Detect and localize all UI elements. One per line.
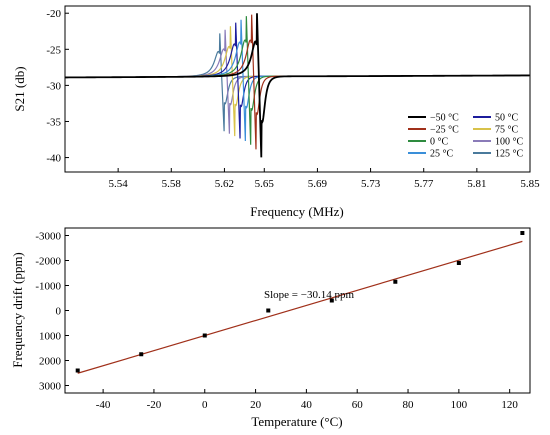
top-y-tick-label: -40	[46, 153, 61, 165]
bottom-y-ticks: -3000 -2000 -1000 0 1000 2000 3000	[35, 231, 69, 393]
data-point	[329, 298, 334, 303]
top-x-axis-label: Frequency (MHz)	[250, 204, 344, 219]
legend-label: −25 °C	[430, 125, 459, 136]
top-chart: 5.54 5.58 5.62 5.65 5.69 5.73 5.77 5.81 5.85 -20…	[12, 5, 540, 219]
bottom-y-tick-label: 3000	[39, 381, 62, 393]
top-series-line	[65, 26, 530, 137]
top-series-line	[64, 14, 530, 150]
bottom-x-tick-label: 0	[202, 399, 208, 411]
bottom-y-tick-label: 0	[56, 306, 62, 318]
data-point	[139, 352, 144, 357]
data-point	[456, 261, 461, 265]
bottom-y-tick-label: 1000	[39, 331, 62, 343]
top-y-tick-label: -25	[46, 44, 61, 56]
top-plot-frame	[64, 5, 531, 173]
data-point	[393, 279, 398, 284]
top-x-tick-label: 5.54	[109, 178, 129, 190]
top-x-ticks: 5.54 5.58 5.62 5.65 5.69 5.73 5.77 5.81 5.85	[109, 168, 540, 190]
top-x-tick-label: 5.85	[520, 178, 540, 190]
bottom-x-tick-label: 100	[451, 399, 468, 411]
bottom-x-tick-label: 120	[501, 399, 518, 411]
top-series-line	[64, 22, 530, 139]
legend-label: −50 °C	[430, 113, 459, 124]
top-series-line	[64, 33, 530, 132]
bottom-x-tick-label: -20	[147, 399, 162, 411]
top-x-tick-label: 5.81	[467, 178, 486, 190]
legend-label: 50 °C	[495, 113, 518, 124]
top-series-lines	[64, 13, 530, 158]
legend-label: 25 °C	[430, 149, 453, 160]
data-point	[520, 231, 525, 235]
top-y-tick-label: -30	[46, 80, 61, 92]
bottom-y-tick-label: -2000	[35, 256, 61, 268]
slope-annotation: Slope = −30.14 ppm	[264, 289, 354, 301]
top-x-tick-label: 5.65	[255, 178, 275, 190]
top-x-tick-label: 5.58	[162, 178, 182, 190]
bottom-x-tick-label: 80	[403, 399, 415, 411]
legend-label: 100 °C	[495, 137, 523, 148]
top-series-line	[64, 29, 530, 134]
data-point	[266, 308, 271, 313]
legend-label: 0 °C	[430, 137, 448, 148]
top-y-ticks: -20 -25 -30 -35 -40	[46, 8, 69, 165]
top-y-tick-label: -20	[46, 8, 61, 20]
top-x-tick-label: 5.73	[361, 178, 381, 190]
top-x-tick-label: 5.77	[414, 178, 434, 190]
top-y-tick-label: -35	[46, 116, 61, 128]
bottom-x-tick-label: 20	[250, 399, 262, 411]
bottom-data-points	[75, 231, 525, 373]
bottom-x-ticks: -40 -20 0 20 40 60 80 100 120	[96, 389, 518, 411]
top-x-tick-label: 5.62	[215, 178, 234, 190]
top-series-line	[64, 13, 530, 158]
top-y-axis-label: S21 (db)	[12, 66, 27, 111]
top-series-line	[65, 19, 530, 142]
bottom-x-tick-label: 40	[301, 399, 313, 411]
bottom-x-tick-label: -40	[96, 399, 111, 411]
top-series-line	[65, 16, 530, 145]
bottom-chart: -40 -20 0 20 40 60 80 100 120 -3000 -2000 -1000 0 10…	[10, 227, 531, 429]
bottom-x-tick-label: 60	[352, 399, 364, 411]
bottom-y-tick-label: -3000	[35, 231, 61, 243]
fit-line	[77, 240, 523, 374]
bottom-x-axis-label: Temperature (°C)	[251, 414, 342, 429]
bottom-y-axis-label: Frequency drift (ppm)	[10, 252, 25, 368]
data-point	[75, 368, 80, 373]
data-point	[202, 333, 207, 338]
bottom-y-tick-label: 2000	[39, 356, 62, 368]
bottom-y-tick-label: -1000	[35, 281, 61, 293]
legend-label: 125 °C	[495, 149, 523, 160]
top-x-tick-label: 5.69	[308, 178, 328, 190]
bottom-plot-frame	[64, 227, 531, 394]
legend-label: 75 °C	[495, 125, 518, 136]
